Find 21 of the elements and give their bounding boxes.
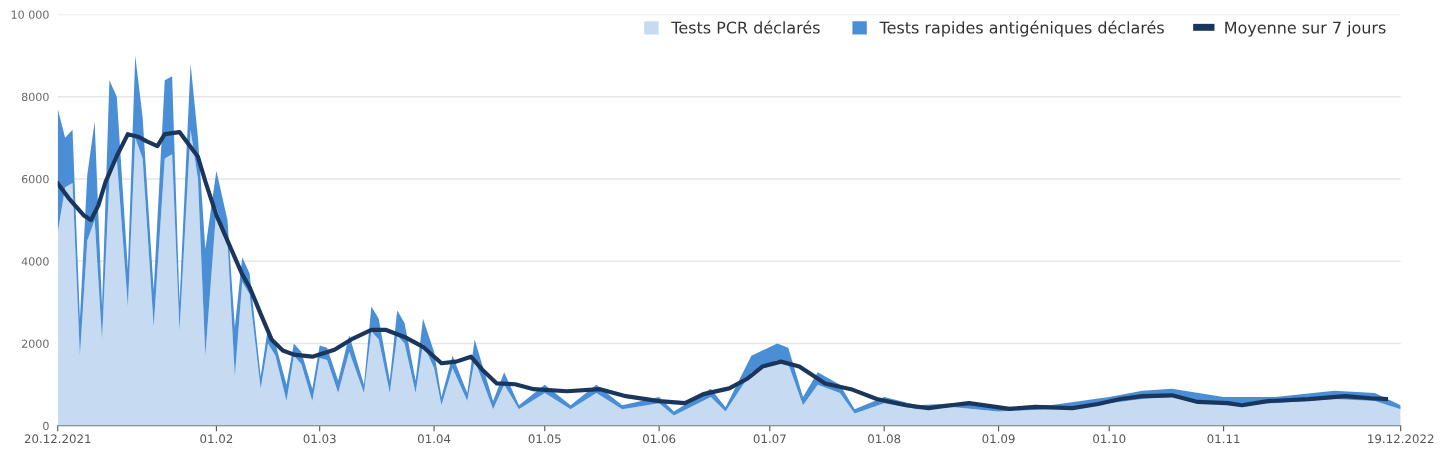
x-tick-label: 19.12.2022 [1368,434,1434,444]
legend-label: Moyenne sur 7 jours [1225,21,1386,37]
x-tick-label: 01.07 [753,434,786,444]
x-tick-label: 01.11 [1207,434,1240,444]
legend-label: Tests rapides antigéniques déclarés [879,20,1164,37]
x-tick-label: 01.03 [303,434,336,444]
legend-label: Tests PCR déclarés [671,20,820,34]
y-tick-label: 8000 [21,92,49,102]
x-tick-label: 01.06 [643,434,676,444]
y-tick-label: 10 000 [11,10,49,19]
y-tick-label: 2000 [21,339,49,348]
x-tick-label: 01.08 [868,434,901,444]
x-tick-label: 01.04 [417,434,451,444]
x-tick-label: 20.12.2021 [24,434,91,444]
x-tick-label: 01.05 [528,434,561,444]
x-tick-label: 01.10 [1093,434,1126,444]
y-tick-label: 0 [43,421,49,431]
y-tick-label: 6000 [21,174,49,184]
x-tick-label: 01.02 [200,434,233,444]
x-tick-label: 01.09 [982,434,1015,444]
y-tick-label: 4000 [21,257,49,266]
